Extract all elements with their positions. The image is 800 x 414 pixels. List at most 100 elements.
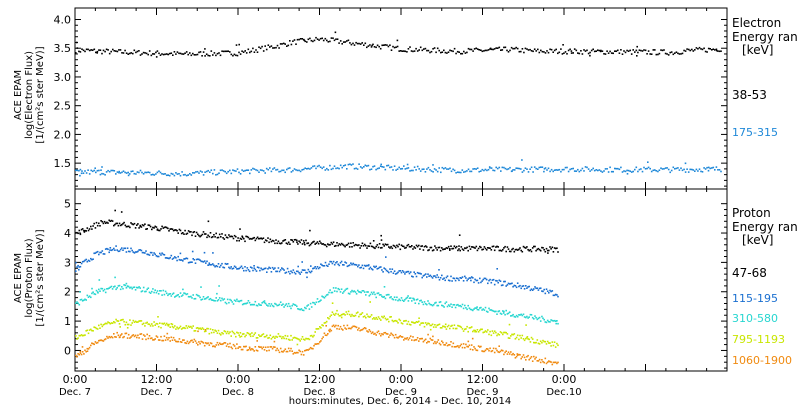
data-point xyxy=(133,286,136,288)
data-point xyxy=(272,305,275,308)
data-point xyxy=(464,52,467,54)
data-point xyxy=(378,266,381,269)
data-point xyxy=(361,264,364,267)
data-point xyxy=(718,169,721,171)
data-point xyxy=(142,51,145,54)
data-point xyxy=(484,330,487,332)
data-point xyxy=(175,295,177,297)
data-point xyxy=(370,245,373,248)
data-point xyxy=(338,167,340,170)
data-point xyxy=(147,253,150,256)
data-point xyxy=(666,53,668,55)
data-point xyxy=(538,166,541,169)
data-point-outlier xyxy=(75,261,77,264)
data-point xyxy=(581,167,584,170)
data-point xyxy=(216,236,219,239)
data-point xyxy=(108,52,111,55)
data-point xyxy=(301,269,304,271)
data-point xyxy=(362,316,365,318)
data-point xyxy=(207,169,209,172)
data-point xyxy=(201,298,204,301)
data-point xyxy=(531,338,534,340)
data-point xyxy=(80,353,83,356)
data-point xyxy=(316,266,319,268)
data-point xyxy=(495,246,497,248)
data-point xyxy=(165,322,168,325)
data-point xyxy=(233,299,236,302)
data-point xyxy=(513,47,516,50)
data-point xyxy=(437,339,440,341)
data-point xyxy=(310,347,313,350)
data-point xyxy=(407,243,410,246)
data-point xyxy=(362,267,365,270)
data-point xyxy=(230,53,233,56)
data-point xyxy=(476,249,479,252)
data-point xyxy=(90,257,92,260)
data-point xyxy=(79,51,82,53)
data-point xyxy=(427,249,429,252)
data-point xyxy=(684,171,687,173)
data-point xyxy=(384,168,387,171)
data-point-outlier xyxy=(212,252,214,254)
data-point xyxy=(135,51,137,54)
data-point xyxy=(230,235,232,238)
data-point xyxy=(482,331,484,334)
data-point xyxy=(138,171,140,174)
data-point xyxy=(330,260,333,263)
proton-y-axis-label: ACE EPAM log(Proton Flux) [1/(cm²s ster … xyxy=(13,229,46,326)
data-point-outlier xyxy=(543,168,546,170)
data-point xyxy=(618,52,621,54)
data-point xyxy=(167,294,169,297)
data-point xyxy=(125,251,128,253)
electron-ylabel-line3: [1/(cm²s ster MeV)] xyxy=(35,46,46,143)
data-point xyxy=(620,166,622,169)
data-point xyxy=(238,334,240,336)
data-point xyxy=(537,48,539,51)
data-point xyxy=(344,261,346,263)
data-point xyxy=(131,223,133,225)
data-point xyxy=(506,168,508,171)
data-point xyxy=(189,173,191,175)
data-point xyxy=(482,350,484,353)
data-point xyxy=(121,52,123,54)
data-point xyxy=(344,41,347,43)
data-point xyxy=(181,171,183,173)
data-point xyxy=(422,322,425,324)
data-point xyxy=(520,287,522,290)
data-point xyxy=(374,293,376,296)
data-point xyxy=(165,174,168,177)
data-point xyxy=(557,295,559,298)
data-point xyxy=(188,296,191,298)
data-point xyxy=(370,46,373,48)
data-point xyxy=(297,308,299,310)
data-point xyxy=(323,243,326,246)
data-point xyxy=(214,236,216,238)
data-point xyxy=(424,338,427,341)
data-point xyxy=(216,300,219,302)
data-point xyxy=(408,245,411,248)
data-point xyxy=(148,254,151,256)
legend-entry-795-1193: 795-1193 xyxy=(732,333,785,346)
data-point xyxy=(266,334,268,337)
data-point xyxy=(165,226,168,229)
data-point xyxy=(245,302,247,305)
data-point xyxy=(112,169,114,172)
data-point xyxy=(111,248,114,251)
data-point xyxy=(302,354,305,356)
data-point xyxy=(299,273,301,275)
data-point xyxy=(163,335,166,337)
data-point xyxy=(290,347,292,350)
data-point xyxy=(261,45,263,48)
data-point xyxy=(119,172,122,174)
data-point xyxy=(308,270,311,273)
data-point xyxy=(328,329,330,332)
data-point xyxy=(545,288,548,290)
data-point xyxy=(355,293,358,295)
data-point xyxy=(606,50,608,52)
data-point xyxy=(371,331,374,333)
data-point xyxy=(127,225,130,228)
data-point-outlier xyxy=(508,323,511,326)
data-point xyxy=(389,316,391,318)
data-point xyxy=(290,307,292,310)
data-point xyxy=(276,44,279,47)
